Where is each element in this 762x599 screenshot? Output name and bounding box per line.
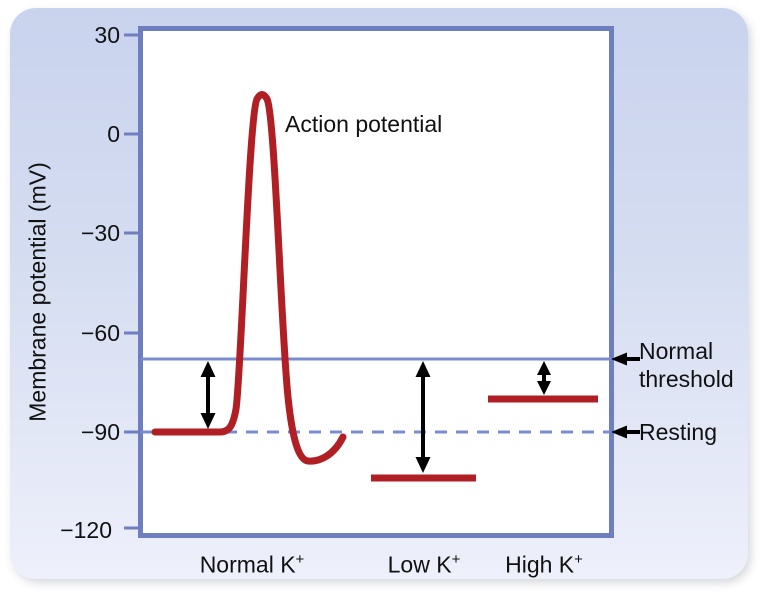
category-label-normal-k-text: Normal K	[199, 551, 296, 578]
superscript-plus: +	[574, 551, 583, 568]
plot-area	[138, 26, 614, 538]
category-label-normal-k: Normal K+	[167, 547, 337, 578]
y-tick-label-m90: −90	[80, 419, 120, 445]
y-tick-label-30: 30	[94, 22, 120, 48]
category-label-low-k-text: Low K	[387, 551, 452, 578]
y-tick-label-m60: −60	[80, 320, 120, 346]
category-label-high-k: High K+	[459, 547, 629, 578]
superscript-plus: +	[451, 551, 461, 568]
superscript-plus: +	[295, 551, 305, 568]
y-tick-label-m30: −30	[80, 220, 120, 246]
action-potential-label: Action potential	[285, 111, 443, 137]
y-tick-label-m120: −120	[60, 517, 112, 543]
y-tick-label-0: 0	[107, 121, 120, 147]
y-axis-title: Membrane potential (mV)	[24, 162, 51, 422]
category-label-high-k-text: High K	[505, 551, 575, 578]
category-label-low-k: Low K+	[339, 547, 509, 578]
resting-label: Resting	[639, 419, 717, 445]
normal-threshold-label: Normal threshold	[639, 338, 734, 392]
